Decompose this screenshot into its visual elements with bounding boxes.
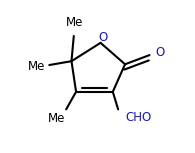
Text: Me: Me — [66, 16, 83, 29]
Text: CHO: CHO — [126, 111, 152, 123]
Text: Me: Me — [48, 112, 66, 125]
Text: O: O — [98, 31, 107, 44]
Text: Me: Me — [28, 60, 45, 73]
Text: O: O — [155, 46, 164, 59]
